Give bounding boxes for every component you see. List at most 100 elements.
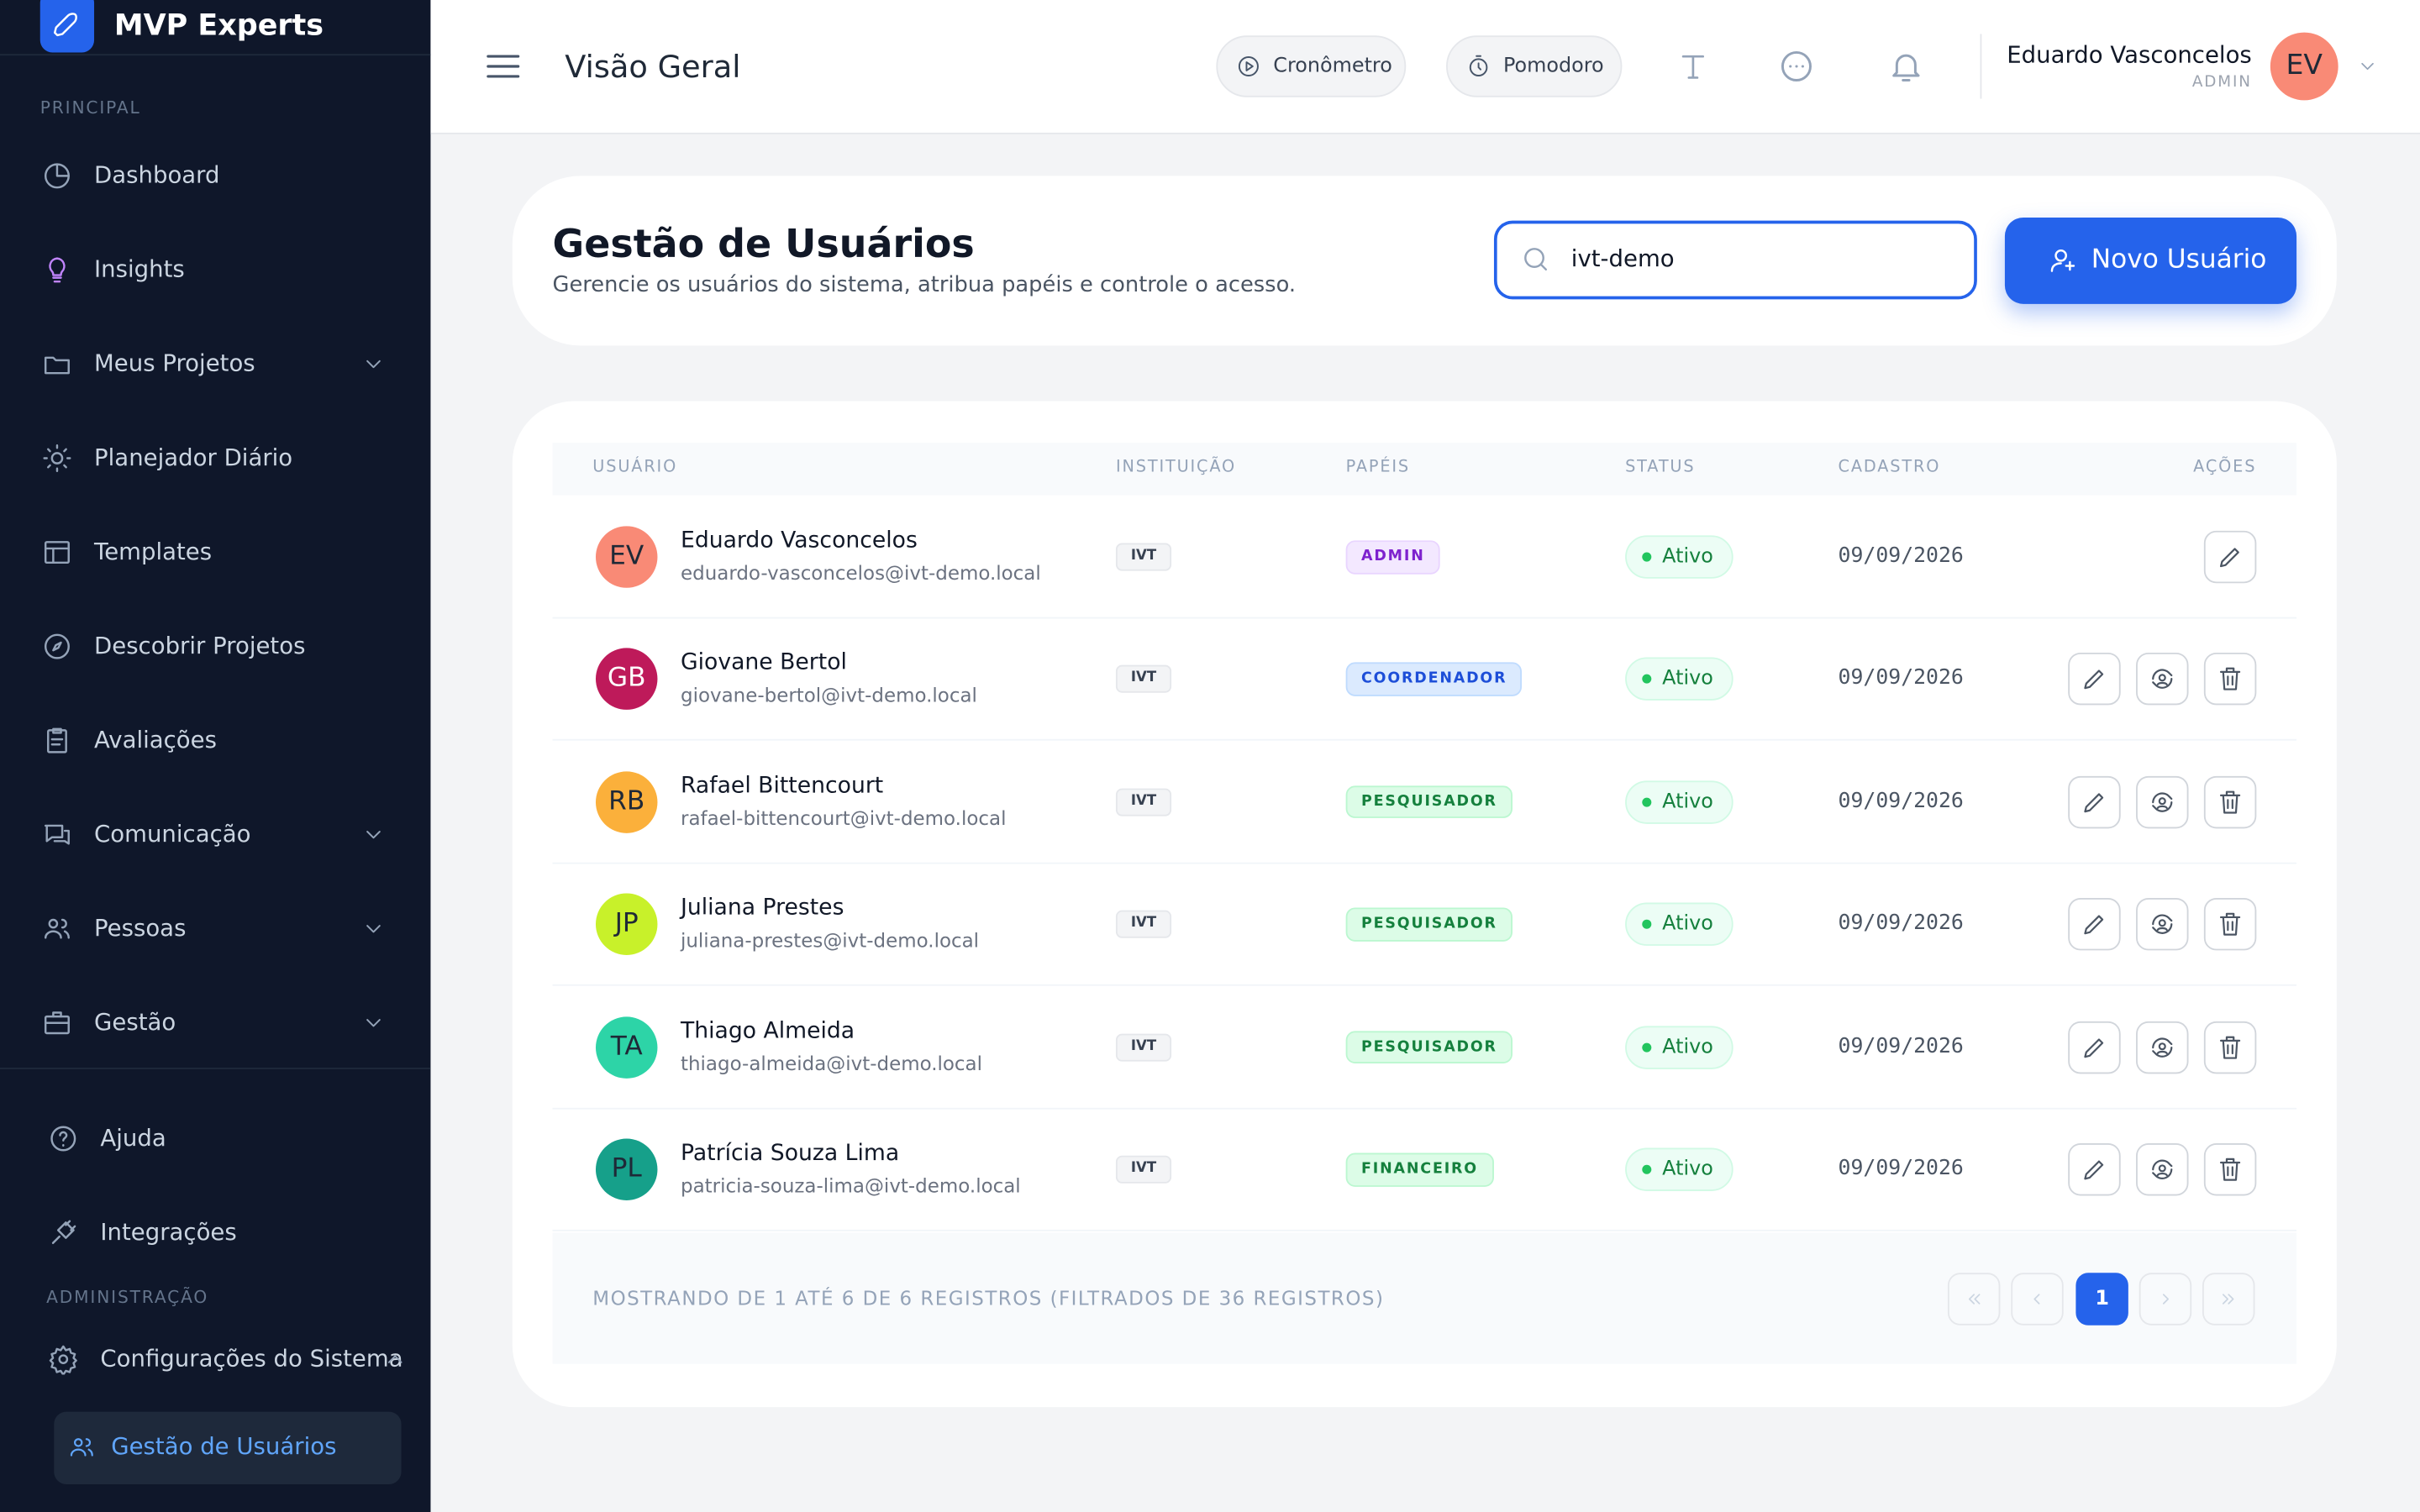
- pagination-button[interactable]: [2011, 1273, 2064, 1326]
- logo-icon: [53, 13, 77, 37]
- reset-button[interactable]: [2136, 775, 2189, 828]
- table-row-separator: [552, 984, 2297, 987]
- nav-icon: [47, 727, 67, 753]
- pagination-current[interactable]: [2075, 1273, 2128, 1326]
- brand: MVP Experts: [113, 8, 324, 43]
- institution: IVT: [1130, 1038, 1157, 1054]
- column-header: STATUS: [1625, 458, 1696, 477]
- reset-button[interactable]: [2136, 1143, 2189, 1196]
- nav-chevron: [366, 925, 381, 933]
- institution: IVT: [1130, 670, 1157, 687]
- nav-item[interactable]: Gestão: [94, 1008, 176, 1037]
- header: [430, 0, 2420, 134]
- pagination-page[interactable]: 1: [2095, 1287, 2109, 1311]
- delete-button-icon: [2219, 668, 2241, 691]
- user-menu: [2361, 62, 2374, 71]
- created-date: 09/09/2026: [1838, 911, 1964, 936]
- pagination-icon: [1968, 1294, 1981, 1305]
- delete-button[interactable]: [2203, 1143, 2257, 1196]
- header-button-icon: [1469, 55, 1488, 76]
- page-title: Visão Geral: [565, 47, 741, 86]
- nav-item[interactable]: Descobrir Projetos: [94, 632, 306, 660]
- nav-item[interactable]: Ajuda: [100, 1124, 166, 1152]
- user-initials: RB: [608, 785, 645, 817]
- header-button[interactable]: [1446, 35, 1623, 97]
- pagination-button[interactable]: [2139, 1273, 2192, 1326]
- nav-chevron: [366, 360, 381, 369]
- edit-button[interactable]: [2068, 775, 2121, 828]
- user-email: patricia-souza-lima@ivt-demo.local: [681, 1173, 1021, 1197]
- nav-item[interactable]: Planejador Diário: [94, 444, 293, 472]
- delete-button[interactable]: [2203, 653, 2257, 706]
- header-button-label[interactable]: Pomodoro: [1502, 55, 1604, 78]
- reset-button[interactable]: [2136, 1021, 2189, 1074]
- edit-button[interactable]: [2068, 1143, 2121, 1196]
- user-avatar[interactable]: [2270, 32, 2338, 101]
- table-footer: [552, 1232, 2297, 1364]
- header-button-label[interactable]: Cronômetro: [1273, 55, 1392, 78]
- nav-item[interactable]: Comunicação: [94, 820, 251, 848]
- reset-button-icon: [2152, 1037, 2173, 1058]
- reset-button[interactable]: [2136, 653, 2189, 706]
- nav-chevron: [387, 1355, 402, 1363]
- pagination-button[interactable]: [2202, 1273, 2255, 1326]
- edit-button-icon: [2084, 670, 2104, 690]
- divider: [1980, 34, 1982, 99]
- role-badge: FINANCEIRO: [1345, 1152, 1494, 1186]
- pagination-summary: MOSTRANDO DE 1 ATÉ 6 DE 6 REGISTROS (FIL…: [592, 1286, 1385, 1310]
- user-initials: EV: [2286, 49, 2323, 82]
- user-initials: EV: [609, 540, 644, 572]
- pagination-button[interactable]: [1947, 1273, 2001, 1326]
- reset-button[interactable]: [2136, 898, 2189, 951]
- nav-item[interactable]: Configurações do Sistema: [100, 1344, 403, 1373]
- edit-button[interactable]: [2068, 653, 2121, 706]
- user-avatar: [595, 526, 658, 588]
- table-row-separator: [552, 862, 2297, 864]
- delete-button[interactable]: [2203, 1021, 2257, 1074]
- new-user-icon: [2050, 249, 2075, 272]
- nav-item[interactable]: Pessoas: [94, 914, 187, 942]
- user-avatar: [595, 1016, 658, 1079]
- table-row-separator: [552, 1107, 2297, 1109]
- created-date: 09/09/2026: [1838, 1033, 1964, 1058]
- font-button: [1681, 55, 1705, 79]
- edit-button[interactable]: [2068, 1021, 2121, 1074]
- role-badge: PESQUISADOR: [1345, 907, 1513, 942]
- nav-icon: [70, 1438, 93, 1457]
- nav-item[interactable]: Integrações: [100, 1218, 237, 1247]
- nav-icon: [44, 824, 70, 845]
- user-name: Eduardo Vasconcelos: [681, 528, 918, 554]
- nav-item[interactable]: Dashboard: [94, 160, 220, 190]
- institution-badge: [1115, 788, 1172, 816]
- edit-button[interactable]: [2068, 898, 2121, 951]
- new-user-label[interactable]: Novo Usuário: [2091, 244, 2267, 276]
- delete-button[interactable]: [2203, 898, 2257, 951]
- delete-button[interactable]: [2203, 775, 2257, 828]
- status: Ativo: [1662, 1158, 1713, 1182]
- nav-item[interactable]: Insights: [94, 255, 185, 284]
- search-input[interactable]: [1493, 220, 1977, 300]
- user-name: Patrícia Souza Lima: [681, 1141, 900, 1167]
- column-header: CADASTRO: [1838, 458, 1941, 477]
- edit-button[interactable]: [2203, 530, 2257, 584]
- user-email: thiago-almeida@ivt-demo.local: [681, 1051, 983, 1074]
- nav-item[interactable]: Gestão de Usuários: [111, 1432, 337, 1461]
- user-initials: TA: [610, 1031, 643, 1062]
- institution-badge: [1115, 1032, 1172, 1061]
- nav-item[interactable]: Avaliações: [94, 726, 217, 754]
- user-name: Thiago Almeida: [681, 1018, 855, 1044]
- nav-active: [54, 1411, 402, 1484]
- user-email: rafael-bittencourt@ivt-demo.local: [681, 806, 1007, 830]
- nav-item[interactable]: Templates: [94, 538, 213, 566]
- nav-icon: [50, 1126, 76, 1152]
- nav-item[interactable]: Meus Projetos: [94, 349, 255, 378]
- pagination-icon: [2222, 1294, 2234, 1305]
- header-button[interactable]: [1216, 35, 1407, 97]
- institution: IVT: [1130, 916, 1157, 932]
- new-user-button[interactable]: [2004, 217, 2297, 304]
- nav-icon: [49, 257, 66, 283]
- status: Ativo: [1662, 790, 1713, 814]
- role-badge: COORDENADOR: [1345, 663, 1523, 696]
- edit-button-icon: [2219, 548, 2239, 568]
